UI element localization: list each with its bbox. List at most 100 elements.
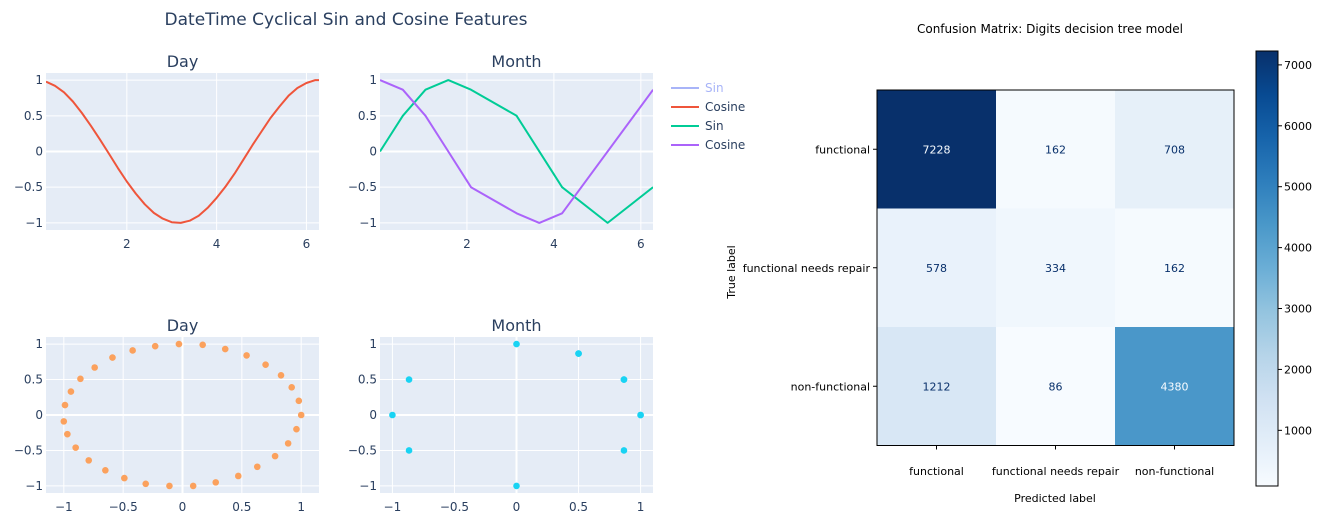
y-tick-label: 1 bbox=[369, 73, 377, 87]
scatter-point bbox=[271, 452, 279, 460]
cm-cell bbox=[1115, 208, 1234, 327]
cm-cell bbox=[877, 90, 996, 209]
y-tick-label: 0 bbox=[369, 145, 377, 159]
y-tick-label: 0 bbox=[35, 408, 43, 422]
subplot-1: 2 4 6 1 0.5 0 −0.5 −1 Day bbox=[14, 52, 319, 251]
series-line-1 bbox=[380, 79, 653, 224]
scatter-point bbox=[60, 418, 68, 425]
scatter-point bbox=[72, 444, 79, 451]
subplots: 2 4 6 1 0.5 0 −0.5 −1 Day 2 4 6 1 0.5 0 −0.5 −1 Month −1 −0… bbox=[14, 52, 653, 514]
colorbar bbox=[1255, 50, 1279, 487]
scatter-point bbox=[513, 340, 520, 348]
x-tick-label: 6 bbox=[637, 237, 645, 251]
legend-label: Cosine bbox=[705, 138, 745, 152]
plot-data bbox=[380, 79, 653, 224]
cm-title: Confusion Matrix: Digits decision tree m… bbox=[917, 22, 1183, 36]
x-tick-label: 4 bbox=[550, 237, 558, 251]
scatter-point bbox=[64, 430, 71, 438]
plot-data bbox=[46, 79, 319, 224]
y-tick-label: −0.5 bbox=[14, 443, 43, 457]
x-tick-label: 6 bbox=[303, 237, 311, 251]
cm-x-axis-label: Predicted label bbox=[1014, 492, 1096, 505]
plot-data bbox=[389, 340, 644, 490]
x-tick-label: −0.5 bbox=[109, 500, 138, 514]
cm-cell-value: 7228 bbox=[923, 143, 951, 156]
scatter-point bbox=[91, 364, 98, 371]
scatter-point bbox=[389, 411, 396, 419]
scatter-point bbox=[295, 397, 303, 405]
y-tick-label: 0.5 bbox=[24, 373, 43, 387]
cm-cell-value: 334 bbox=[1045, 262, 1066, 275]
cm-cell-value: 86 bbox=[1049, 380, 1063, 393]
scatter-point bbox=[513, 482, 520, 490]
x-tick-label: −1 bbox=[384, 500, 402, 514]
subplot-4: −1 −0.5 0 0.5 1 1 0.5 0 −0.5 −1 Month bbox=[348, 316, 653, 514]
x-tick-label: 4 bbox=[213, 237, 221, 251]
y-tick-label: −0.5 bbox=[348, 180, 377, 194]
scatter-point bbox=[277, 371, 285, 379]
cm-cell bbox=[1115, 327, 1234, 446]
legend: Sin Cosine Sin Cosine bbox=[671, 81, 745, 152]
scatter-point bbox=[109, 354, 116, 361]
cm-cell bbox=[996, 208, 1115, 327]
subplot-2: 2 4 6 1 0.5 0 −0.5 −1 Month bbox=[348, 52, 653, 251]
colorbar-tick-label: 4000 bbox=[1284, 242, 1312, 255]
subplot-title: Month bbox=[491, 316, 541, 335]
y-tick-label: 1 bbox=[369, 337, 377, 351]
y-tick-label: 1 bbox=[35, 337, 43, 351]
legend-item-2: Cosine bbox=[671, 100, 745, 114]
scatter-point bbox=[293, 425, 300, 433]
scatter-point bbox=[85, 457, 93, 464]
cm-y-tick-label: non-functional bbox=[791, 380, 870, 393]
subplot-title: Month bbox=[491, 52, 541, 71]
scatter-point bbox=[620, 376, 628, 383]
legend-item-3: Sin bbox=[671, 119, 724, 133]
y-tick-label: 0 bbox=[369, 408, 377, 422]
subplot-3: −1 −0.5 0 0.5 1 1 0.5 0 −0.5 −1 Day bbox=[14, 316, 319, 514]
y-tick-label: −1 bbox=[25, 479, 43, 493]
colorbar-tick-label: 1000 bbox=[1284, 424, 1312, 437]
x-tick-label: −0.5 bbox=[440, 500, 469, 514]
cm-x-tick-label: non-functional bbox=[1135, 465, 1214, 478]
cm-cell bbox=[1115, 90, 1234, 209]
y-tick-label: −0.5 bbox=[14, 180, 43, 194]
scatter-point bbox=[67, 388, 75, 395]
scatter-point bbox=[620, 447, 628, 454]
scatter-point bbox=[234, 472, 242, 480]
scatter-point bbox=[297, 411, 305, 419]
cm-y-tick-label: functional needs repair bbox=[743, 262, 871, 275]
y-tick-label: 0.5 bbox=[358, 109, 377, 123]
cm-cell-value: 4380 bbox=[1161, 380, 1189, 393]
x-tick-label: 2 bbox=[123, 237, 131, 251]
cm-cell bbox=[877, 327, 996, 446]
scatter-point bbox=[637, 411, 644, 419]
y-tick-label: 0.5 bbox=[358, 373, 377, 387]
x-tick-label: 0.5 bbox=[569, 500, 588, 514]
cm-cell bbox=[877, 208, 996, 327]
scatter-point bbox=[284, 440, 292, 447]
x-tick-label: 0 bbox=[513, 500, 521, 514]
cm-cell-value: 578 bbox=[926, 262, 947, 275]
scatter-point bbox=[151, 342, 159, 350]
y-tick-label: −0.5 bbox=[348, 443, 377, 457]
colorbar-tick-label: 5000 bbox=[1284, 181, 1312, 194]
legend-label: Cosine bbox=[705, 100, 745, 114]
scatter-point bbox=[221, 345, 229, 353]
cm-cell-value: 162 bbox=[1164, 262, 1185, 275]
scatter-point bbox=[405, 447, 413, 454]
y-tick-label: −1 bbox=[359, 479, 377, 493]
colorbar-tick-label: 3000 bbox=[1284, 303, 1312, 316]
scatter-point bbox=[243, 352, 250, 359]
scatter-point bbox=[212, 479, 220, 486]
plot-data bbox=[60, 340, 305, 490]
legend-label: Sin bbox=[705, 119, 724, 133]
legend-item-4: Cosine bbox=[671, 138, 745, 152]
x-tick-label: −1 bbox=[55, 500, 73, 514]
cm-cell bbox=[996, 327, 1115, 446]
legend-label: Sin bbox=[705, 81, 724, 95]
series-line-2 bbox=[380, 79, 653, 224]
x-tick-label: 1 bbox=[297, 500, 305, 514]
scatter-point bbox=[166, 482, 173, 490]
scatter-point bbox=[199, 341, 206, 349]
